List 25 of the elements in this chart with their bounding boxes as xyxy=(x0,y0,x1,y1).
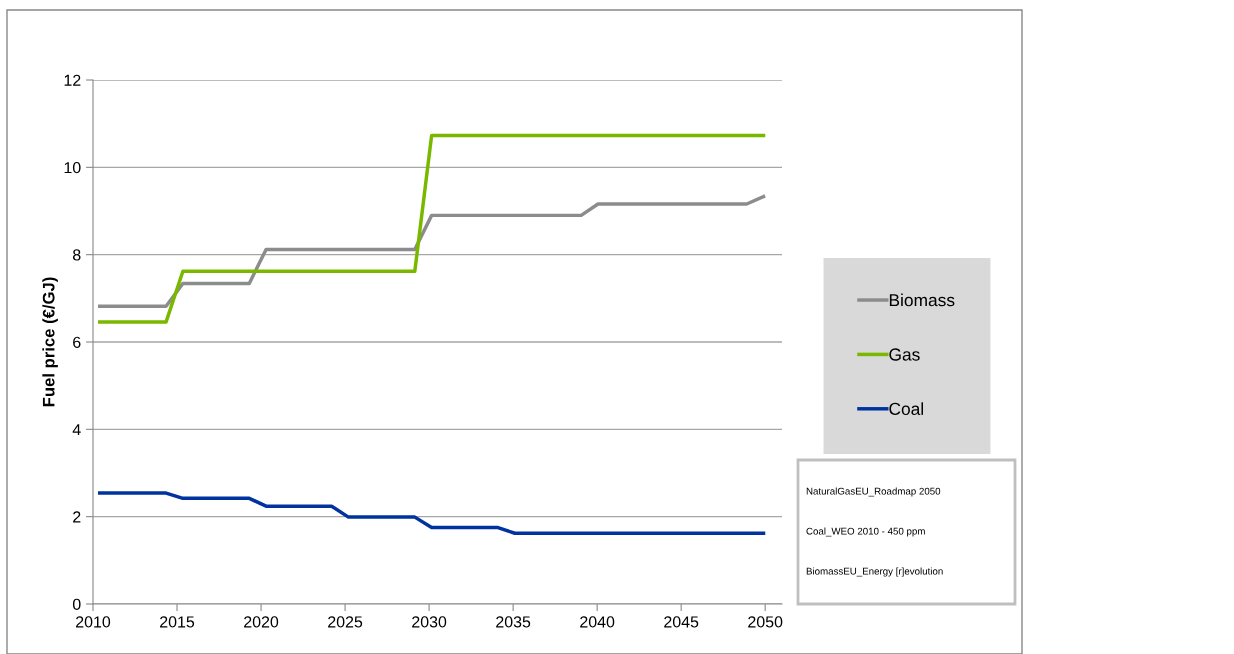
x-tick-label: 2045 xyxy=(664,616,699,628)
line-series xyxy=(97,491,766,535)
x-tick-label: 2015 xyxy=(160,616,195,628)
text: Coal_WEO 2010 - 450 ppm xyxy=(806,527,925,537)
line-series xyxy=(97,194,766,308)
x-tick-label: 2040 xyxy=(580,616,615,628)
y-tick-label: 4 xyxy=(72,424,81,436)
legend-label: Coal xyxy=(889,402,924,416)
x-tick-label: 2025 xyxy=(328,616,363,628)
text: BiomassEU_Energy [r]evolution xyxy=(806,567,943,577)
legend-label: Gas xyxy=(889,348,920,361)
y-tick-label: 6 xyxy=(73,336,81,348)
y-tick-label: 12 xyxy=(64,74,81,86)
y-tick-label: 8 xyxy=(73,249,81,261)
x-tick-label: 2030 xyxy=(412,616,447,628)
y-tick-label: 0 xyxy=(72,598,81,610)
y-tick-label: 2 xyxy=(73,511,81,523)
x-tick-label: 2020 xyxy=(244,616,279,628)
y-tick-label: 10 xyxy=(64,161,81,174)
x-tick-label: 2035 xyxy=(496,616,531,628)
x-tick-label: 2010 xyxy=(76,616,111,628)
y-axis-title: Fuel price (€/GJ) xyxy=(42,277,58,407)
text: NaturalGasEU_Roadmap 2050 xyxy=(806,487,941,497)
x-tick-label: 2050 xyxy=(748,616,783,628)
legend-label: Biomass xyxy=(889,293,955,307)
